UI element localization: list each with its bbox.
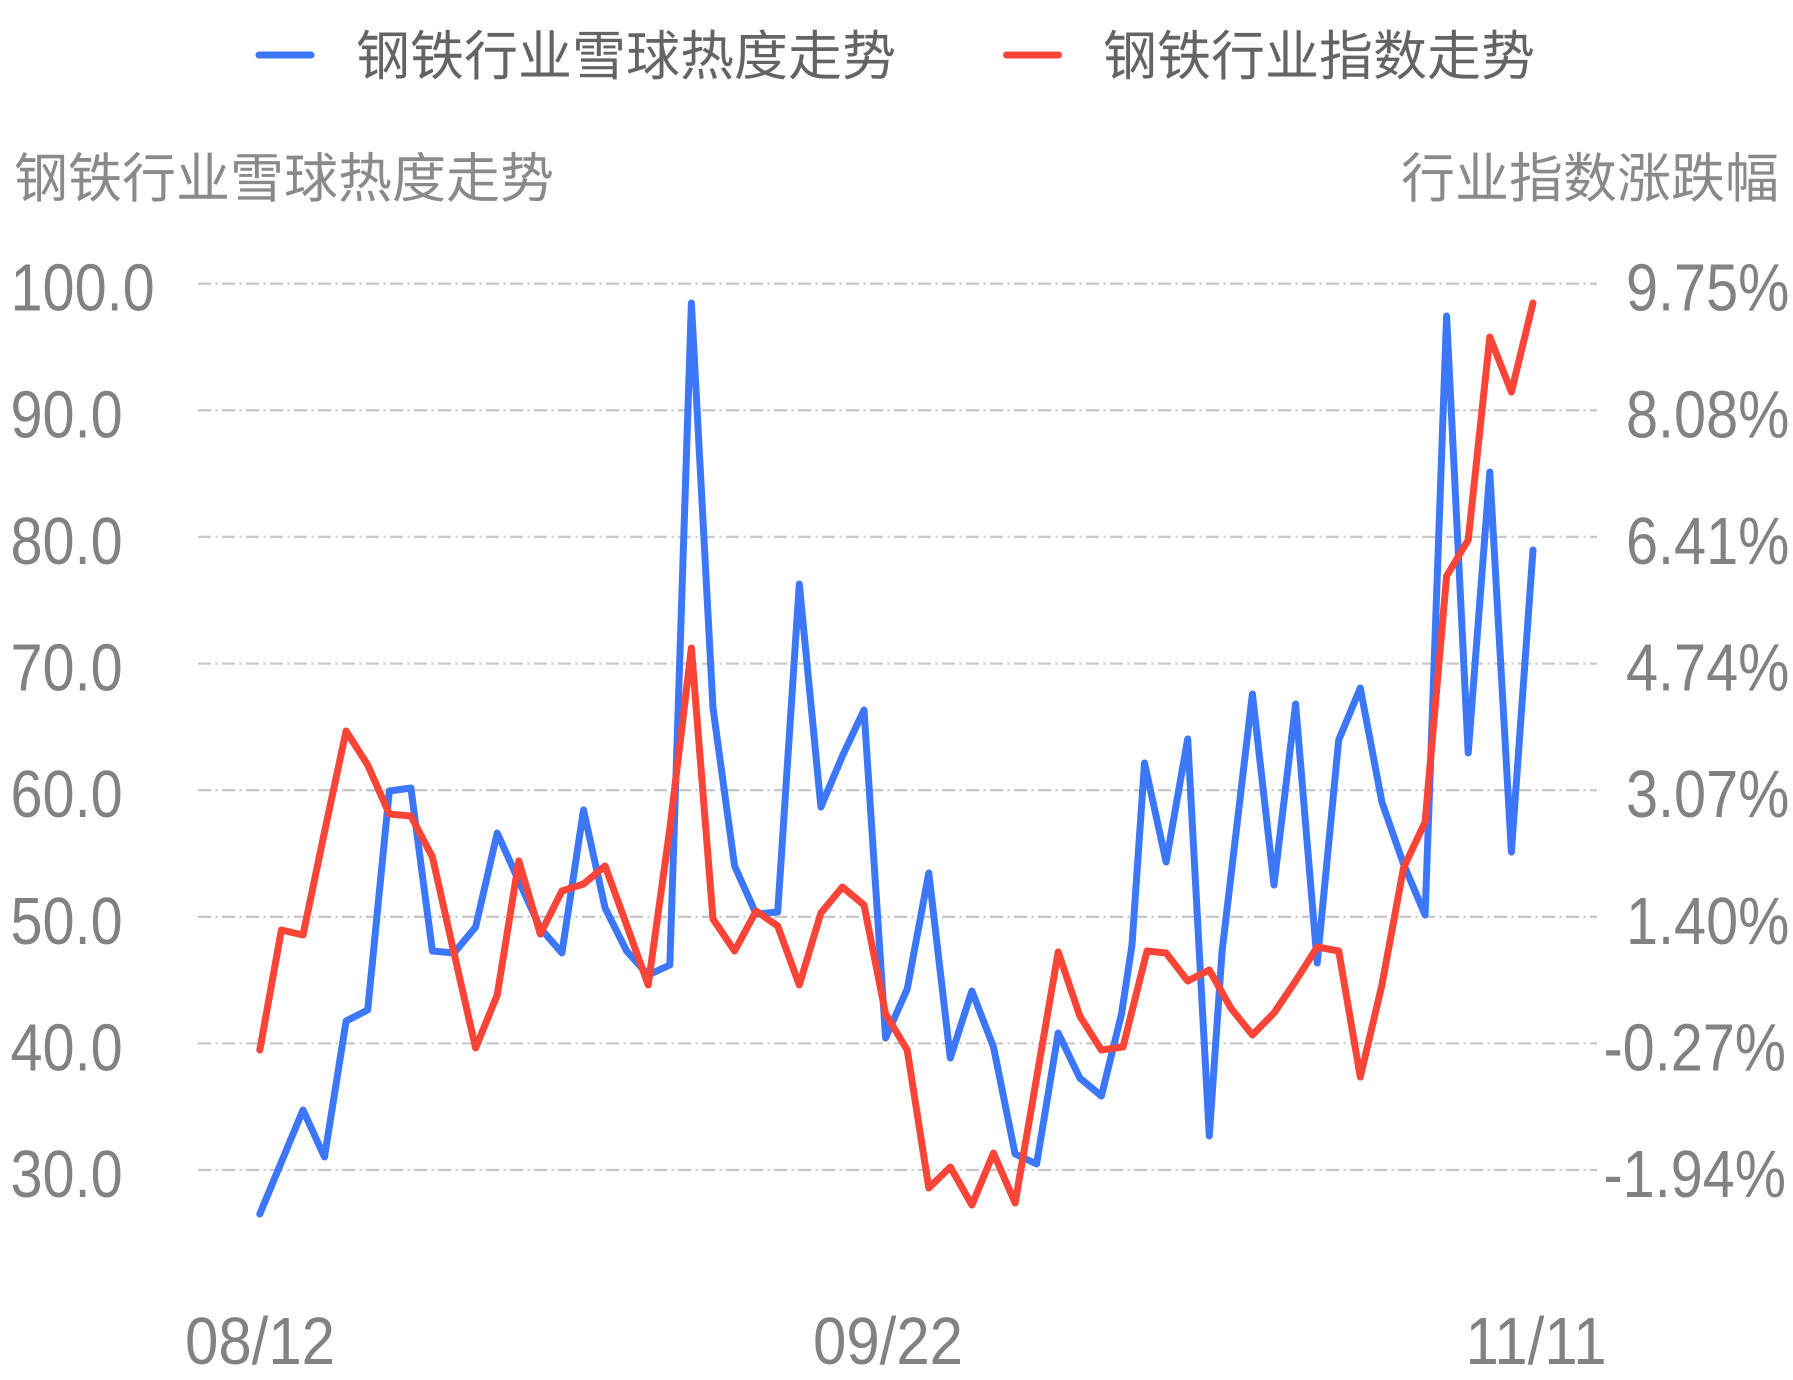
svg-text:11/11: 11/11 <box>1465 1304 1606 1379</box>
svg-text:4.74%: 4.74% <box>1626 631 1789 706</box>
svg-text:90.0: 90.0 <box>11 377 123 452</box>
svg-text:09/22: 09/22 <box>813 1304 963 1379</box>
svg-text:-0.27%: -0.27% <box>1604 1010 1787 1085</box>
svg-text:3.07%: 3.07% <box>1626 757 1789 832</box>
svg-text:50.0: 50.0 <box>11 884 123 959</box>
svg-text:9.75%: 9.75% <box>1626 251 1789 326</box>
svg-text:100.0: 100.0 <box>11 251 155 326</box>
svg-text:40.0: 40.0 <box>11 1010 123 1085</box>
svg-text:30.0: 30.0 <box>11 1137 123 1212</box>
svg-text:1.40%: 1.40% <box>1626 884 1789 959</box>
svg-text:08/12: 08/12 <box>185 1304 335 1379</box>
svg-text:6.41%: 6.41% <box>1626 504 1789 579</box>
svg-text:70.0: 70.0 <box>11 631 123 706</box>
svg-text:-1.94%: -1.94% <box>1604 1137 1787 1212</box>
svg-text:8.08%: 8.08% <box>1626 377 1789 452</box>
svg-text:60.0: 60.0 <box>11 757 123 832</box>
svg-text:80.0: 80.0 <box>11 504 123 579</box>
